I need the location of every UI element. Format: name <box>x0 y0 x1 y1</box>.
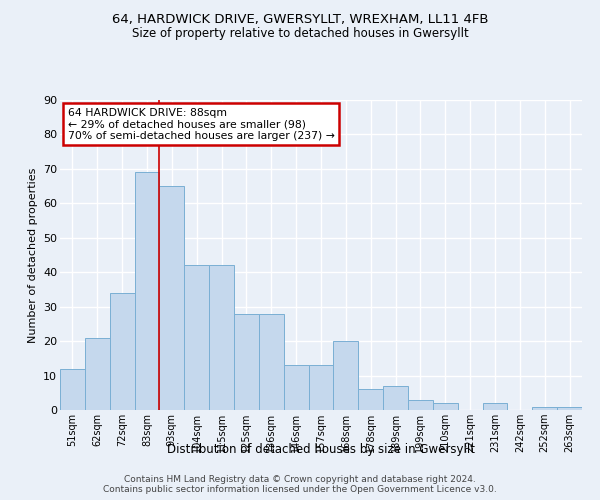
Bar <box>259 314 284 410</box>
Bar <box>284 365 308 410</box>
Text: 64 HARDWICK DRIVE: 88sqm
← 29% of detached houses are smaller (98)
70% of semi-d: 64 HARDWICK DRIVE: 88sqm ← 29% of detach… <box>68 108 335 141</box>
Bar <box>110 293 134 410</box>
Bar <box>408 400 433 410</box>
Bar <box>383 386 408 410</box>
Bar <box>308 365 334 410</box>
Bar <box>532 406 557 410</box>
Bar <box>482 403 508 410</box>
Text: 64, HARDWICK DRIVE, GWERSYLLT, WREXHAM, LL11 4FB: 64, HARDWICK DRIVE, GWERSYLLT, WREXHAM, … <box>112 12 488 26</box>
Bar <box>358 390 383 410</box>
Bar <box>85 338 110 410</box>
Text: Size of property relative to detached houses in Gwersyllt: Size of property relative to detached ho… <box>131 28 469 40</box>
Bar <box>160 186 184 410</box>
Bar <box>184 266 209 410</box>
Bar <box>134 172 160 410</box>
Text: Contains HM Land Registry data © Crown copyright and database right 2024.
Contai: Contains HM Land Registry data © Crown c… <box>103 474 497 494</box>
Y-axis label: Number of detached properties: Number of detached properties <box>28 168 38 342</box>
Bar <box>557 406 582 410</box>
Text: Distribution of detached houses by size in Gwersyllt: Distribution of detached houses by size … <box>167 442 475 456</box>
Bar <box>334 341 358 410</box>
Bar <box>209 266 234 410</box>
Bar <box>60 368 85 410</box>
Bar <box>234 314 259 410</box>
Bar <box>433 403 458 410</box>
